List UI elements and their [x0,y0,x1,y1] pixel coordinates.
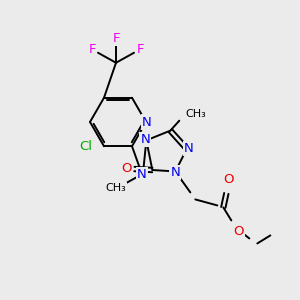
Text: O: O [233,225,244,238]
Text: Cl: Cl [79,140,92,153]
Text: N: N [140,133,150,146]
Text: F: F [88,43,96,56]
Text: N: N [142,116,152,128]
Text: N: N [137,168,147,181]
Text: CH₃: CH₃ [106,183,126,193]
Text: N: N [184,142,194,155]
Text: O: O [223,173,234,186]
Text: N: N [170,166,180,179]
Text: O: O [121,161,132,175]
Text: F: F [112,32,120,45]
Text: F: F [136,43,144,56]
Text: CH₃: CH₃ [185,109,206,119]
